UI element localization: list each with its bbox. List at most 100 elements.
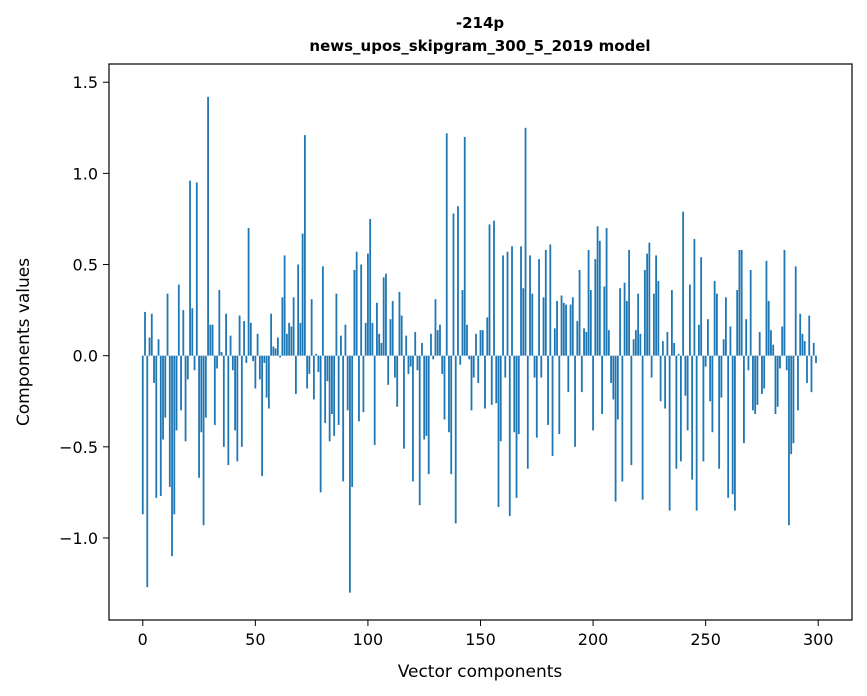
bar [502,255,504,356]
bar [520,246,522,356]
bar [324,355,327,424]
bar [229,335,232,356]
bar [317,355,320,373]
bar [414,331,417,356]
bar [349,355,351,593]
bar [727,355,730,498]
bar [785,355,788,371]
bar [538,259,540,356]
bar [484,355,486,409]
bar [258,355,261,380]
y-tick-label: −0.5 [59,438,98,457]
bar [547,355,549,425]
bar [380,342,383,356]
bar [272,346,275,356]
bar [351,355,354,487]
bar [718,355,721,469]
bar [634,330,637,356]
bar [621,355,624,482]
bar [767,300,770,356]
bar [153,355,155,384]
bar [389,319,392,356]
bar [439,324,441,356]
bar [666,331,669,356]
bar [756,355,759,405]
bar [164,355,167,418]
bar [432,355,435,360]
bar [601,355,603,414]
bar [686,355,689,431]
bar [457,206,459,356]
y-axis-label: Components values [14,258,34,426]
bar [772,344,775,356]
bar [353,269,356,356]
bar [675,355,678,469]
bar [493,220,495,356]
bar [270,313,273,356]
bar [218,290,221,356]
bar [416,355,419,371]
bar [403,355,405,449]
bar [776,355,779,407]
bar [740,249,743,356]
bar [698,324,700,356]
bar [189,180,191,356]
bar [162,355,164,440]
bar [441,355,444,374]
x-tick-label: 200 [578,630,609,649]
bar [470,355,473,411]
bar [459,355,462,365]
bar [801,333,804,356]
bar [303,135,306,356]
bar [574,355,576,447]
bar [743,355,745,444]
bar [333,355,336,436]
bar [173,355,176,515]
bar [452,213,455,356]
bar [159,355,162,497]
bar [614,355,617,502]
bar [186,355,189,380]
bar [463,136,466,356]
bar [794,266,797,356]
bar [281,297,284,356]
bar [301,233,304,356]
bar [490,355,493,405]
bar [513,355,516,433]
bar [468,355,471,360]
bar [679,355,682,462]
bar [648,242,651,356]
bar [409,355,412,367]
bar [560,295,563,356]
bar [578,269,581,356]
bar [331,355,333,414]
bar [297,264,300,356]
bar [565,304,567,356]
bar [596,226,599,356]
bar [227,355,230,466]
bar [781,326,784,356]
bar [587,249,590,356]
bar [310,299,313,356]
x-tick-label: 250 [690,630,721,649]
bar [745,319,748,356]
bar [632,339,635,356]
bar [576,321,579,356]
bar [504,355,507,378]
bar [412,355,414,482]
bar [684,355,687,396]
bar [522,288,525,356]
plot-frame [108,63,853,621]
bar [529,255,531,356]
bar [394,355,396,378]
bar [524,127,527,356]
x-tick-label: 100 [353,630,384,649]
bar [171,355,173,557]
bar [770,330,772,356]
bar [434,299,437,356]
bar [306,355,309,389]
bar [637,293,640,356]
bar [810,355,813,393]
bar [472,355,475,378]
